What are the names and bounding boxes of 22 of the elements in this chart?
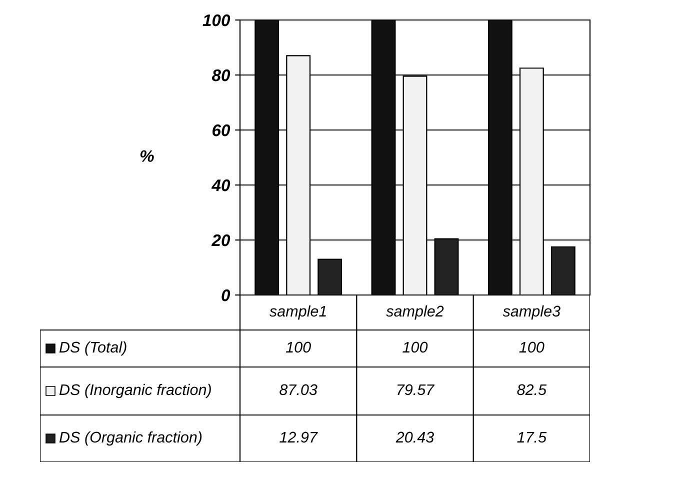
legend-label: DS (Total) xyxy=(59,341,126,356)
data-label: 100 xyxy=(286,342,311,353)
legend-label: DS (Inorganic fraction) xyxy=(59,384,211,398)
y-tick-label: 100 xyxy=(202,14,230,26)
y-tick-label: 20 xyxy=(211,234,230,246)
data-label: 79.57 xyxy=(397,384,435,396)
legend-label: DS (Organic fraction) xyxy=(59,431,202,446)
x-tick-label: sample1 xyxy=(270,305,326,320)
x-tick-label: sample3 xyxy=(502,305,560,320)
data-label: 17.5 xyxy=(517,432,547,443)
y-tick-label: 80 xyxy=(212,69,230,82)
data-label: 87.03 xyxy=(280,384,318,396)
y-tick-label: 40 xyxy=(211,179,230,192)
y-axis-title: % xyxy=(140,150,154,162)
data-label: 82.5 xyxy=(517,384,547,396)
data-label: 12.97 xyxy=(280,432,318,443)
data-label: 100 xyxy=(519,342,544,353)
y-tick-label: 0 xyxy=(222,289,230,302)
x-tick-label: sample2 xyxy=(386,305,444,320)
data-label: 20.43 xyxy=(396,432,434,443)
data-label: 100 xyxy=(402,342,428,353)
y-tick-label: 60 xyxy=(212,124,230,136)
